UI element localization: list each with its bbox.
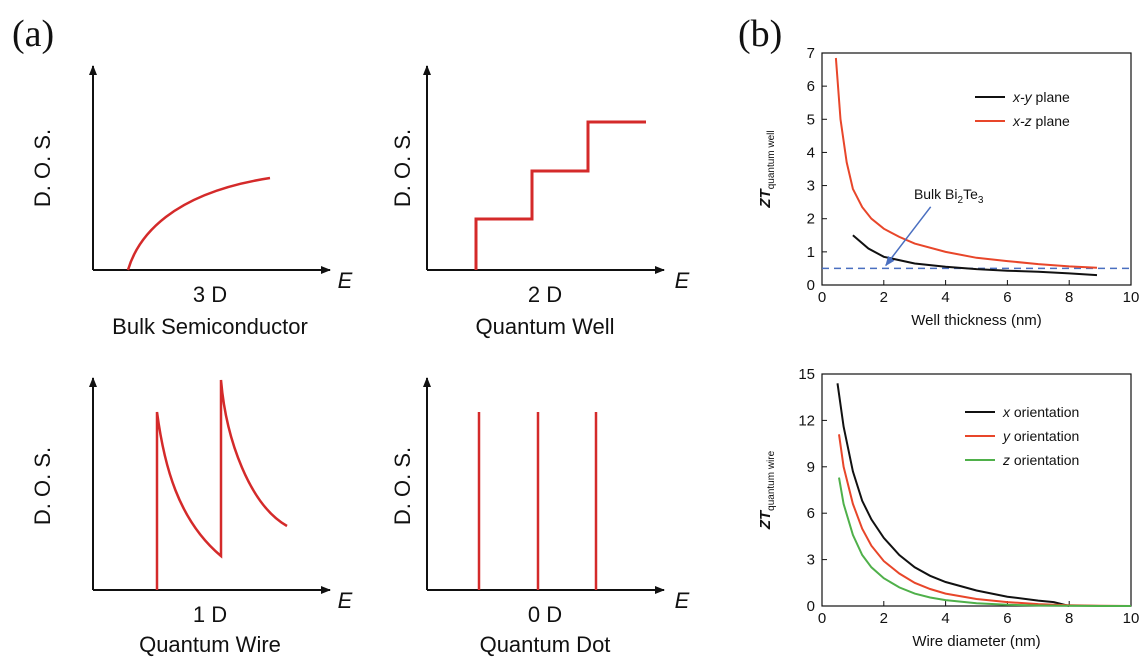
x-tick-label: 6 xyxy=(1003,289,1011,306)
dos-ylabel: D. O. S. xyxy=(30,129,55,207)
dos-ylabel: D. O. S. xyxy=(390,447,415,525)
annotation-arrow xyxy=(885,206,932,267)
dimension-label: 2 D xyxy=(528,282,562,307)
x-axis-title: Wire diameter (nm) xyxy=(912,633,1040,650)
dos-step-2d xyxy=(474,120,646,270)
x-tick-label: 8 xyxy=(1065,289,1073,306)
series-line xyxy=(836,383,1070,607)
dos-plot-1d: D. O. S. E 1 D Quantum Wire xyxy=(30,377,353,657)
energy-xlabel: E xyxy=(338,588,353,613)
x-tick-label: 0 xyxy=(818,289,826,306)
y-tick-label: 3 xyxy=(807,178,815,195)
legend-label: x-z plane xyxy=(1012,113,1070,129)
x-axis-title: Well thickness (nm) xyxy=(911,312,1042,329)
y-tick-label: 12 xyxy=(798,412,815,429)
y-tick-label: 2 xyxy=(807,211,815,228)
y-tick-label: 3 xyxy=(807,552,815,569)
y-tick-label: 15 xyxy=(798,366,815,383)
zt-quantum-wire-chart: 0 2 4 6 8 10 0 3 6 9 12 15 Wire diameter (nm) ZTquant… xyxy=(757,366,1139,650)
series-line xyxy=(852,234,1098,277)
bulk-annotation: Bulk Bi2Te3 xyxy=(914,186,984,206)
panel-a-letter: (a) xyxy=(12,13,54,55)
y-tick-label: 6 xyxy=(807,78,815,95)
dos-ylabel: D. O. S. xyxy=(390,129,415,207)
plot-frame xyxy=(821,52,1132,286)
dos-plot-3d: D. O. S. E 3 D Bulk Semiconductor xyxy=(30,65,353,339)
energy-xlabel: E xyxy=(675,268,690,293)
structure-name: Bulk Semiconductor xyxy=(112,314,308,339)
structure-name: Quantum Wire xyxy=(139,632,281,657)
energy-xlabel: E xyxy=(338,268,353,293)
x-tick-label: 4 xyxy=(941,289,949,306)
y-tick-label: 7 xyxy=(807,45,815,62)
structure-name: Quantum Well xyxy=(476,314,615,339)
dos-curve-1d xyxy=(155,379,288,590)
y-tick-label: 9 xyxy=(807,459,815,476)
x-tick-label: 2 xyxy=(880,289,888,306)
series-line xyxy=(834,57,1098,269)
dos-plot-2d: D. O. S. E 2 D Quantum Well xyxy=(390,65,690,339)
plot-frame xyxy=(821,373,1132,607)
y-tick-label: 6 xyxy=(807,505,815,522)
x-tick-label: 10 xyxy=(1123,289,1140,306)
legend-label: x-y plane xyxy=(1012,89,1070,105)
x-tick-label: 0 xyxy=(818,610,826,627)
dos-curve-3d xyxy=(126,176,271,271)
dimension-label: 1 D xyxy=(193,602,227,627)
y-tick-label: 1 xyxy=(807,244,815,261)
x-tick-label: 8 xyxy=(1065,610,1073,627)
x-tick-label: 6 xyxy=(1003,610,1011,627)
x-tick-label: 4 xyxy=(941,610,949,627)
y-axis-title: ZTquantum wire xyxy=(757,450,777,530)
dos-ylabel: D. O. S. xyxy=(30,447,55,525)
y-axis-title: ZTquantum well xyxy=(757,130,777,208)
legend-label: y orientation xyxy=(1002,428,1079,444)
y-tick-label: 0 xyxy=(807,598,815,615)
x-tick-label: 10 xyxy=(1123,610,1140,627)
legend-label: z orientation xyxy=(1002,452,1079,468)
y-tick-label: 4 xyxy=(807,144,815,161)
panel-b-letter: (b) xyxy=(738,13,782,55)
series-line xyxy=(838,477,1131,607)
y-tick-label: 0 xyxy=(807,277,815,294)
energy-xlabel: E xyxy=(675,588,690,613)
structure-name: Quantum Dot xyxy=(480,632,611,657)
zt-quantum-well-chart: 0 2 4 6 8 10 0 1 2 3 4 5 6 7 Well thickness (nm) ZTquan… xyxy=(757,45,1139,329)
dimension-label: 3 D xyxy=(193,282,227,307)
dos-plot-0d: D. O. S. E 0 D Quantum Dot xyxy=(390,377,690,657)
legend-label: x orientation xyxy=(1002,404,1079,420)
dimension-label: 0 D xyxy=(528,602,562,627)
x-tick-label: 2 xyxy=(880,610,888,627)
y-tick-label: 5 xyxy=(807,111,815,128)
